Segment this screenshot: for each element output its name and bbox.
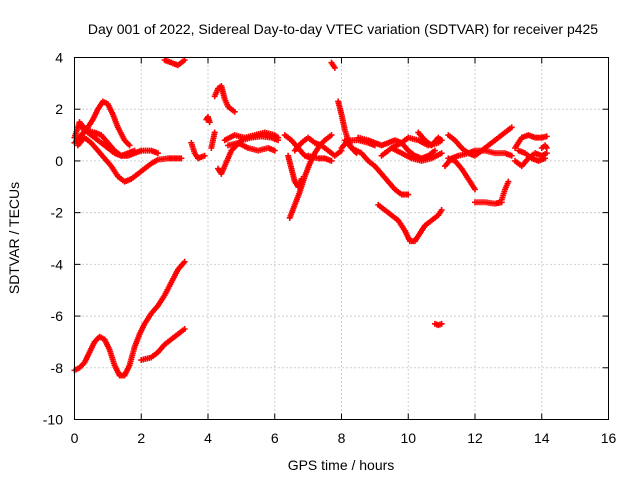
data-track xyxy=(71,98,133,149)
data-point xyxy=(181,326,188,332)
data-point xyxy=(542,155,549,162)
chart-title: Day 001 of 2022, Sidereal Day-to-day VTE… xyxy=(88,21,598,37)
data-point xyxy=(178,155,185,162)
data-point xyxy=(154,150,161,157)
data-point xyxy=(431,147,438,154)
data-track xyxy=(515,147,549,164)
data-point xyxy=(126,142,133,149)
y-tick-label: 4 xyxy=(55,50,63,66)
data-point xyxy=(231,108,238,115)
data-track xyxy=(203,113,213,126)
x-tick-label: 14 xyxy=(534,430,550,446)
data-point xyxy=(131,147,138,154)
y-tick-label: -2 xyxy=(51,205,64,221)
data-point xyxy=(181,57,188,64)
data-track xyxy=(512,132,550,151)
data-track xyxy=(285,152,305,190)
data-track xyxy=(208,129,218,151)
data-point xyxy=(405,191,412,198)
data-point xyxy=(206,119,213,126)
x-tick-label: 16 xyxy=(601,430,617,446)
data-track xyxy=(498,178,512,203)
data-track xyxy=(138,326,188,364)
data-point xyxy=(543,133,550,140)
x-axis-label: GPS time / hours xyxy=(288,457,395,473)
plot-frame xyxy=(74,57,609,420)
data-point xyxy=(331,64,338,71)
data-point xyxy=(508,152,515,159)
data-point xyxy=(211,129,218,136)
data-point xyxy=(328,132,335,139)
data-point xyxy=(508,124,515,131)
y-tick-labels: -10 -8 -6 -4 -2 0 2 4 xyxy=(43,50,63,428)
data-track xyxy=(445,155,478,193)
y-tick-label: 0 xyxy=(55,153,63,169)
data-point xyxy=(438,150,445,157)
data-track xyxy=(78,124,138,159)
data-point xyxy=(271,147,278,154)
x-tick-label: 6 xyxy=(271,430,279,446)
x-tick-label: 0 xyxy=(71,430,79,446)
data-track xyxy=(538,142,550,151)
y-tick-label: -6 xyxy=(51,308,64,324)
data-track xyxy=(188,139,208,162)
data-point xyxy=(438,207,445,214)
data-track xyxy=(305,152,335,164)
data-point xyxy=(438,137,445,144)
data-track xyxy=(472,199,505,207)
data-track xyxy=(221,129,282,144)
data-track xyxy=(431,320,445,329)
data-point xyxy=(543,150,550,157)
data-point xyxy=(543,145,550,151)
data-track xyxy=(415,129,445,149)
x-tick-label: 12 xyxy=(467,430,483,446)
data-track xyxy=(441,147,515,170)
data-point xyxy=(328,157,335,164)
data-points xyxy=(71,57,550,379)
data-point xyxy=(505,178,512,185)
y-axis-label: SDTVAR / TECUs xyxy=(6,182,22,294)
data-track xyxy=(291,134,345,159)
x-tick-label: 10 xyxy=(400,430,416,446)
y-tick-label: -4 xyxy=(51,256,64,272)
data-point xyxy=(201,152,208,159)
data-track xyxy=(328,59,338,71)
x-tick-label: 4 xyxy=(204,430,212,446)
data-track xyxy=(225,139,278,154)
data-point xyxy=(181,258,188,265)
data-track xyxy=(211,82,238,115)
data-track xyxy=(388,145,445,164)
data-track xyxy=(286,132,335,221)
y-tick-label: 2 xyxy=(55,101,63,117)
axis-ticks xyxy=(74,57,609,420)
data-track xyxy=(74,134,185,185)
y-tick-label: -8 xyxy=(51,360,64,376)
data-point xyxy=(472,186,478,193)
data-track xyxy=(161,57,188,69)
x-tick-label: 2 xyxy=(137,430,145,446)
data-point xyxy=(275,134,282,141)
x-tick-labels: 0 2 4 6 8 10 12 14 16 xyxy=(71,430,617,446)
data-point xyxy=(438,320,445,327)
data-track xyxy=(341,137,412,198)
data-track xyxy=(375,201,445,245)
y-tick-label: -10 xyxy=(43,412,63,428)
data-track xyxy=(71,258,188,379)
x-tick-label: 8 xyxy=(338,430,346,446)
